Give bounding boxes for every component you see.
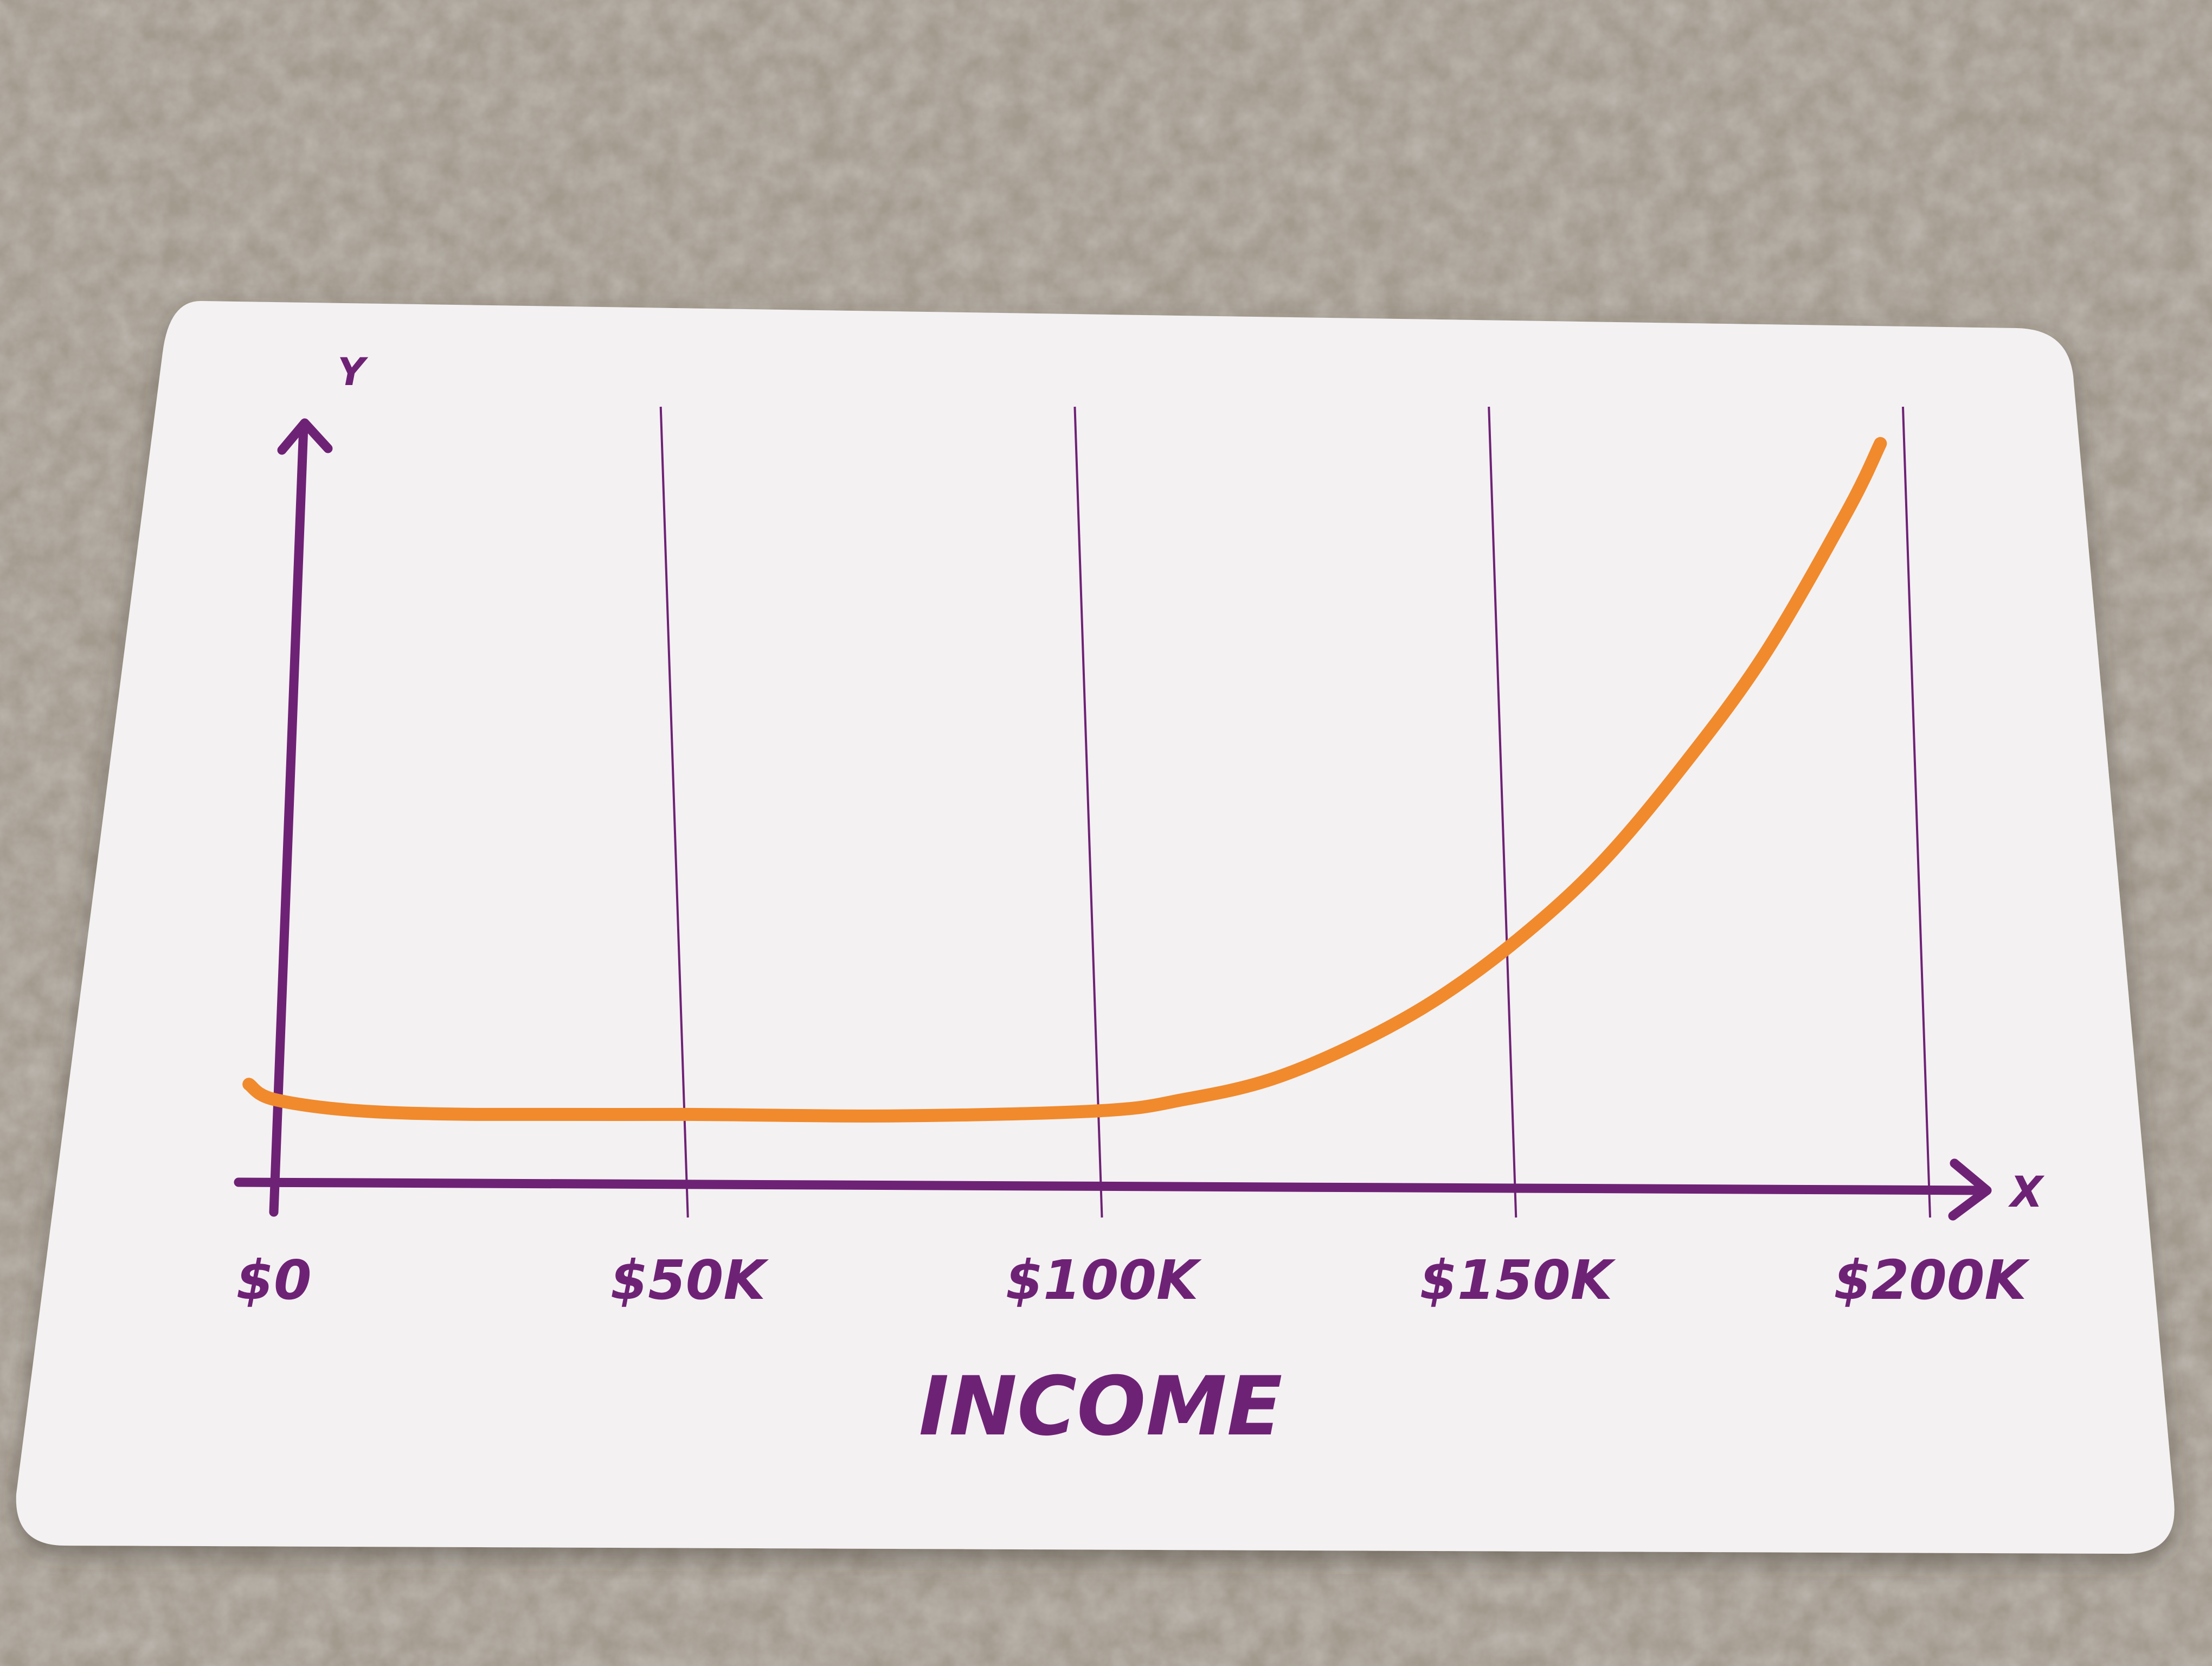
- x-axis-arrowhead: [1948, 1158, 1992, 1221]
- x-axis-letter: X: [2008, 1168, 2045, 1217]
- gridline-4: [1901, 406, 1931, 1218]
- y-axis-letter: Y: [338, 350, 369, 394]
- x-tick-label-3: $150K: [1419, 1248, 1616, 1312]
- y-axis-arrowhead: [277, 418, 333, 455]
- x-tick-label-2: $100K: [1006, 1248, 1202, 1312]
- axes: [234, 418, 1992, 1221]
- gridline-3: [1488, 406, 1517, 1218]
- card-surface: [16, 301, 2175, 1554]
- tick-labels: $0 $50K $100K $150K $200K: [236, 1248, 2030, 1312]
- x-axis-line: [234, 1177, 1989, 1195]
- series-line-0: [242, 437, 1887, 1123]
- y-axis-line: [269, 421, 308, 1217]
- x-axis-title: INCOME: [919, 1360, 1283, 1454]
- curve-layer: [242, 437, 1887, 1123]
- x-tick-label-1: $50K: [610, 1248, 769, 1312]
- card: [16, 301, 2175, 1554]
- gridline-2: [1073, 406, 1103, 1218]
- x-tick-label-0: $0: [236, 1248, 311, 1312]
- gridlines: [659, 406, 1931, 1218]
- gridline-1: [659, 406, 689, 1218]
- x-tick-label-4: $200K: [1834, 1248, 2030, 1312]
